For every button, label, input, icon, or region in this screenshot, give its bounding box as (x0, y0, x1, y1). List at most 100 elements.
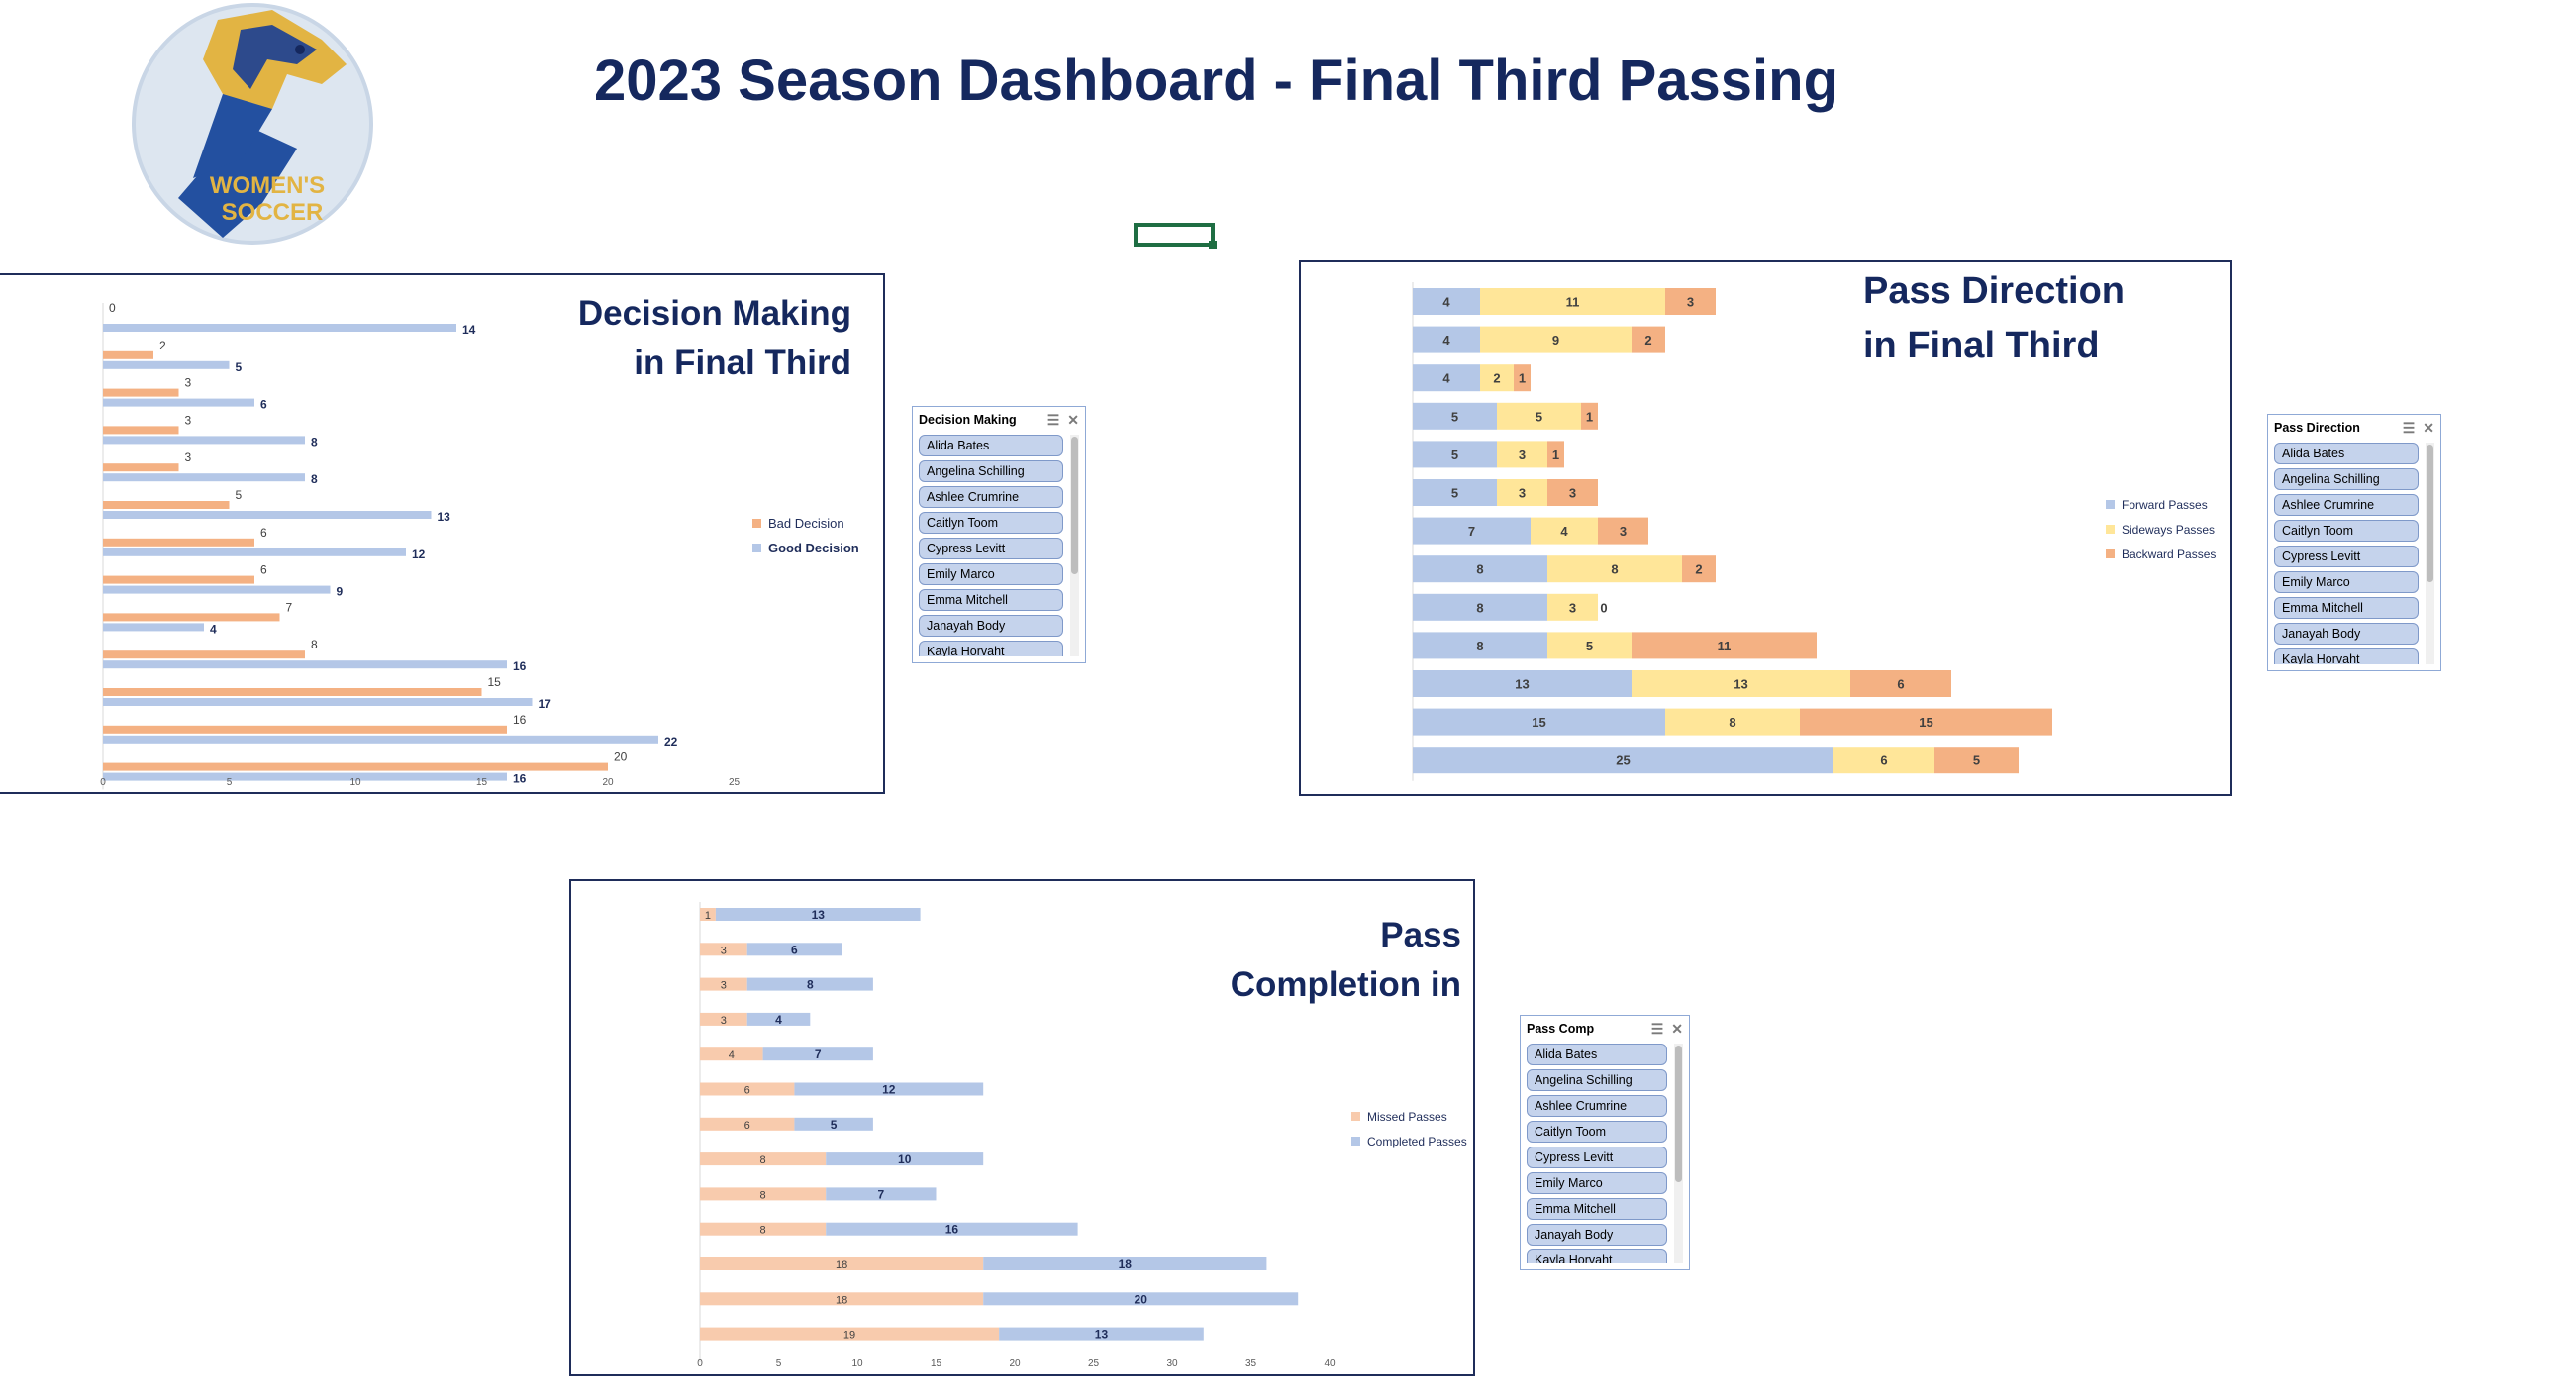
completed-pass-bar (826, 1222, 1078, 1236)
backward-pass-bar (1514, 364, 1531, 392)
sideways-pass-bar (1547, 555, 1682, 583)
slicer-scrollbar[interactable] (2426, 443, 2434, 664)
slicer-item[interactable]: Kayla Horvaht (2274, 648, 2419, 664)
slicer-item[interactable]: Kayla Horvaht (919, 641, 1063, 656)
decision-chart-title: Decision Making in Final Third (578, 289, 851, 388)
slicer-item[interactable]: Alida Bates (2274, 443, 2419, 464)
good-decision-label: 17 (539, 697, 552, 711)
legend-label-missed: Missed Passes (1367, 1109, 1447, 1124)
slicer-item[interactable]: Ashlee Crumrine (2274, 494, 2419, 516)
slicer-item[interactable]: Emma Mitchell (919, 589, 1063, 611)
slicer-pass-comp[interactable]: Pass Comp ☰ ✕ Alida Bates Angelina Schil… (1520, 1015, 1690, 1270)
bad-decision-label: 6 (260, 563, 267, 577)
clear-filter-icon[interactable]: ✕ (1671, 1020, 1683, 1037)
slicer-item[interactable]: Cypress Levitt (2274, 546, 2419, 567)
scroll-thumb[interactable] (1071, 437, 1078, 574)
slicer-item[interactable]: Emily Marco (2274, 571, 2419, 593)
x-tick-label: 25 (1088, 1358, 1100, 1369)
backward-pass-bar (1581, 402, 1598, 430)
forward-pass-label: 5 (1451, 409, 1458, 424)
forward-swatch (2106, 500, 2115, 509)
x-tick-label: 35 (1245, 1358, 1257, 1369)
forward-pass-bar (1413, 747, 1833, 774)
sideways-pass-bar (1497, 402, 1581, 430)
clear-filter-icon[interactable]: ✕ (2423, 419, 2434, 436)
slicer-item[interactable]: Ashlee Crumrine (1527, 1095, 1667, 1117)
multi-select-icon[interactable]: ☰ (1650, 1020, 1664, 1037)
slicer-decision-making[interactable]: Decision Making ☰ ✕ Alida Bates Angelina… (912, 406, 1086, 663)
backward-pass-bar (1665, 288, 1716, 315)
pass-completion-chart[interactable]: 1 13 3 6 3 8 3 4 4 7 6 12 6 5 8 10 8 7 8 16 18 18 18 20 19 13 0 5 10… (569, 879, 1475, 1376)
active-cell-selection[interactable] (1134, 223, 1217, 249)
clear-filter-icon[interactable]: ✕ (1067, 411, 1079, 428)
good-decision-label: 8 (311, 435, 318, 449)
slicer-item[interactable]: Cypress Levitt (919, 538, 1063, 559)
good-decision-bar (103, 735, 658, 744)
backward-pass-label: 2 (1644, 333, 1651, 348)
slicer-item[interactable]: Kayla Horvaht (1527, 1249, 1667, 1263)
backward-pass-label: 6 (1897, 677, 1904, 692)
missed-pass-bar (700, 1152, 827, 1166)
good-decision-bar (103, 660, 507, 669)
slicer-scrollbar[interactable] (1674, 1044, 1683, 1263)
slicer-item[interactable]: Angelina Schilling (2274, 468, 2419, 490)
good-decision-label: 22 (664, 735, 678, 748)
slicer-item[interactable]: Emma Mitchell (2274, 597, 2419, 619)
missed-pass-bar (700, 1327, 1000, 1341)
legend-label-backward: Backward Passes (2122, 547, 2217, 561)
completed-pass-bar (983, 1292, 1299, 1306)
forward-pass-bar (1413, 441, 1497, 468)
slicer-item[interactable]: Caitlyn Toom (919, 512, 1063, 534)
slicer-item[interactable]: Janayah Body (1527, 1224, 1667, 1246)
x-tick-label: 30 (1166, 1358, 1178, 1369)
good-decision-label: 4 (210, 622, 217, 636)
backward-pass-bar (1934, 747, 2019, 774)
legend-item-forward: Forward Passes (2106, 492, 2216, 517)
sideways-pass-label: 8 (1729, 715, 1735, 730)
slicer-item[interactable]: Angelina Schilling (919, 460, 1063, 482)
slicer-item[interactable]: Angelina Schilling (1527, 1069, 1667, 1091)
slicer-item[interactable]: Alida Bates (1527, 1044, 1667, 1065)
slicer-item[interactable]: Emily Marco (919, 563, 1063, 585)
slicer-title: Pass Comp (1527, 1022, 1595, 1036)
missed-pass-label: 8 (760, 1225, 766, 1237)
backward-pass-label: 1 (1519, 371, 1526, 386)
slicer-item[interactable]: Caitlyn Toom (1527, 1121, 1667, 1143)
bad-decision-bar (103, 762, 608, 771)
bad-decision-bar (103, 688, 482, 696)
slicer-item[interactable]: Emily Marco (1527, 1172, 1667, 1194)
multi-select-icon[interactable]: ☰ (1046, 411, 1060, 428)
forward-pass-bar (1413, 593, 1547, 621)
page-title: 2023 Season Dashboard - Final Third Pass… (594, 49, 1839, 113)
slicer-scrollbar[interactable] (1070, 435, 1079, 656)
completed-pass-label: 6 (791, 943, 798, 956)
completed-pass-bar (746, 1012, 811, 1026)
good-decision-bar (103, 585, 331, 594)
scroll-thumb[interactable] (2427, 445, 2433, 582)
missed-pass-bar (700, 1012, 747, 1026)
completed-pass-label: 20 (1135, 1292, 1148, 1306)
completed-pass-bar (794, 1117, 873, 1131)
bad-decision-bar (103, 501, 230, 509)
slicer-item[interactable]: Ashlee Crumrine (919, 486, 1063, 508)
slicer-item-list: Alida Bates Angelina Schilling Ashlee Cr… (2274, 443, 2419, 664)
slicer-item[interactable]: Caitlyn Toom (2274, 520, 2419, 542)
missed-pass-bar (700, 908, 716, 921)
slicer-header: Pass Comp ☰ ✕ (1521, 1016, 1689, 1042)
direction-chart-title: Pass Direction in Final Third (1863, 264, 2125, 373)
multi-select-icon[interactable]: ☰ (2402, 419, 2416, 436)
decision-making-chart[interactable]: 0 14 2 5 3 6 3 8 3 8 5 13 6 12 6 9 7 4 8 16 15 17 16 22 20 16 0 5 10… (0, 273, 885, 794)
slicer-item[interactable]: Emma Mitchell (1527, 1198, 1667, 1220)
backward-pass-label: 1 (1552, 448, 1559, 462)
slicer-item[interactable]: Janayah Body (919, 615, 1063, 637)
womens-soccer-logo: WOMEN'S SOCCER (124, 0, 381, 248)
pass-completion-plot: 1 13 3 6 3 8 3 4 4 7 6 12 6 5 8 10 8 7 8 16 18 18 18 20 19 13 0 5 10… (697, 902, 1336, 1369)
pass-direction-chart[interactable]: 4 11 3 4 9 2 4 2 1 5 5 1 5 3 1 5 3 3 7 4 3 8 8 2 8 3 0 8 5 11 13 13 6 15 8… (1299, 260, 2232, 796)
slicer-item[interactable]: Alida Bates (919, 435, 1063, 456)
slicer-item[interactable]: Cypress Levitt (1527, 1147, 1667, 1168)
sideways-pass-bar (1632, 670, 1850, 697)
scroll-thumb[interactable] (1675, 1046, 1682, 1182)
slicer-item[interactable]: Janayah Body (2274, 623, 2419, 645)
slicer-pass-direction[interactable]: Pass Direction ☰ ✕ Alida Bates Angelina … (2267, 414, 2441, 671)
completed-pass-bar (746, 977, 873, 991)
